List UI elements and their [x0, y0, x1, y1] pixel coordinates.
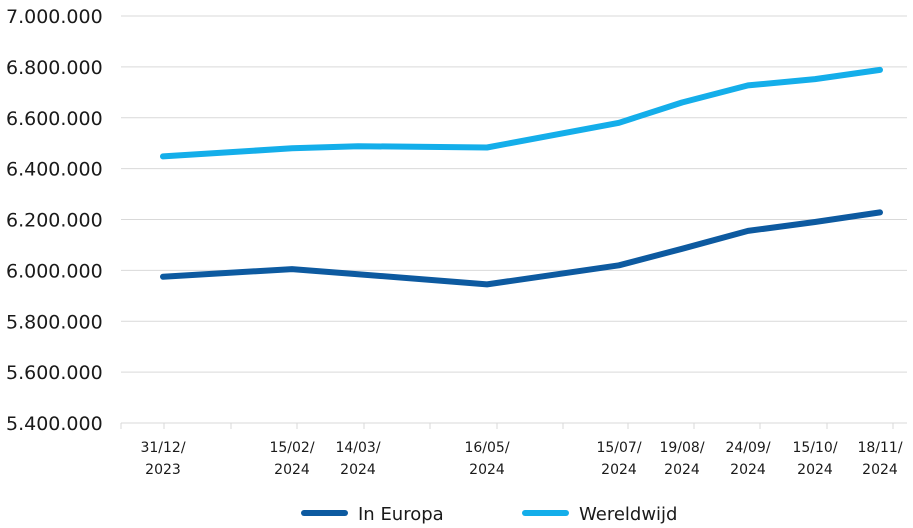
data-point	[681, 101, 683, 103]
data-point	[291, 268, 293, 270]
data-point	[357, 145, 359, 147]
data-point	[681, 248, 683, 250]
y-tick-label: 7.000.000	[6, 6, 103, 28]
x-axis: 31/12/2023 15/02/2024 14/03/2024 16/05/2024…	[120, 423, 903, 478]
x-tick-label: 19/08/2024	[659, 440, 704, 478]
y-tick-label: 6.200.000	[6, 210, 103, 232]
x-tick-label: 14/03/2024	[335, 440, 380, 478]
y-tick-label: 6.000.000	[6, 260, 103, 282]
y-tick-label: 5.800.000	[6, 311, 103, 333]
x-tick-label: 24/09/2024	[725, 440, 770, 478]
y-tick-label: 6.800.000	[6, 57, 103, 79]
x-tick-label: 18/11/2024	[857, 440, 902, 478]
data-point	[879, 211, 881, 213]
data-point	[747, 230, 749, 232]
x-tick-label: 15/10/2024	[792, 440, 837, 478]
y-tick-label: 6.400.000	[6, 159, 103, 181]
data-point	[747, 84, 749, 86]
x-tick-label: 15/07/2024	[596, 440, 641, 478]
data-point	[162, 155, 164, 157]
y-tick-label: 5.400.000	[6, 413, 103, 435]
data-point	[618, 122, 620, 124]
data-point	[291, 147, 293, 149]
y-axis: 7.000.000 6.800.000 6.600.000 6.400.000 6.20…	[6, 6, 103, 435]
data-point	[486, 147, 488, 149]
legend-label: In Europa	[358, 504, 444, 524]
y-tick-label: 5.600.000	[6, 362, 103, 384]
series-lines	[160, 66, 883, 288]
data-point	[357, 273, 359, 275]
gridlines	[121, 15, 907, 424]
x-tick-label: 15/02/2024	[269, 440, 314, 478]
x-tick-label: 16/05/2024	[464, 440, 509, 478]
x-tick-label: 31/12/2023	[140, 440, 185, 478]
data-point	[486, 283, 488, 285]
legend-label: Wereldwijd	[579, 504, 677, 524]
series-line-wereldwijd	[160, 66, 883, 160]
legend: In Europa Wereldwijd	[301, 504, 677, 525]
data-point	[162, 276, 164, 278]
series-line-in-europa	[160, 209, 883, 288]
data-point	[814, 78, 816, 80]
data-point	[814, 221, 816, 223]
y-tick-label: 6.600.000	[6, 108, 103, 130]
data-point	[879, 69, 881, 71]
data-point	[618, 264, 620, 266]
